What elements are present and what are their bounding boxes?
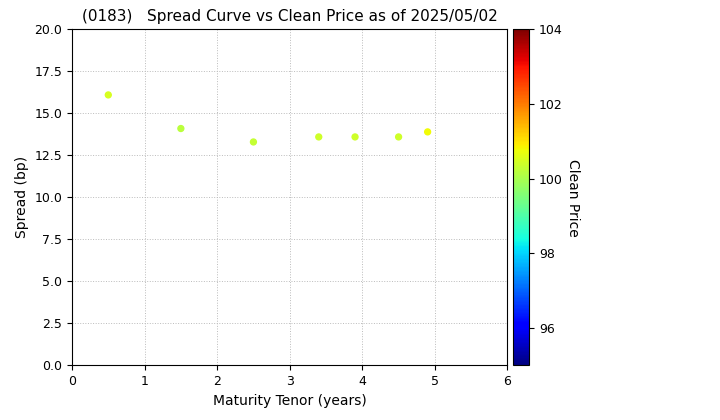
- Point: [313, 134, 325, 140]
- Point: [102, 92, 114, 98]
- Y-axis label: Spread (bp): Spread (bp): [15, 156, 29, 239]
- Point: [248, 139, 259, 145]
- Title: (0183)   Spread Curve vs Clean Price as of 2025/05/02: (0183) Spread Curve vs Clean Price as of…: [82, 9, 498, 24]
- Point: [393, 134, 405, 140]
- Y-axis label: Clean Price: Clean Price: [566, 158, 580, 236]
- Point: [422, 129, 433, 135]
- Point: [175, 125, 186, 132]
- Point: [349, 134, 361, 140]
- X-axis label: Maturity Tenor (years): Maturity Tenor (years): [213, 394, 366, 408]
